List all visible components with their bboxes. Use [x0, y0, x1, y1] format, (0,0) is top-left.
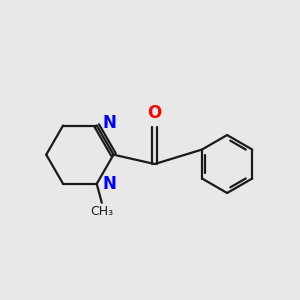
Text: CH₃: CH₃ [90, 205, 113, 218]
Text: N: N [102, 114, 116, 132]
Text: O: O [148, 104, 162, 122]
Text: N: N [102, 175, 116, 193]
